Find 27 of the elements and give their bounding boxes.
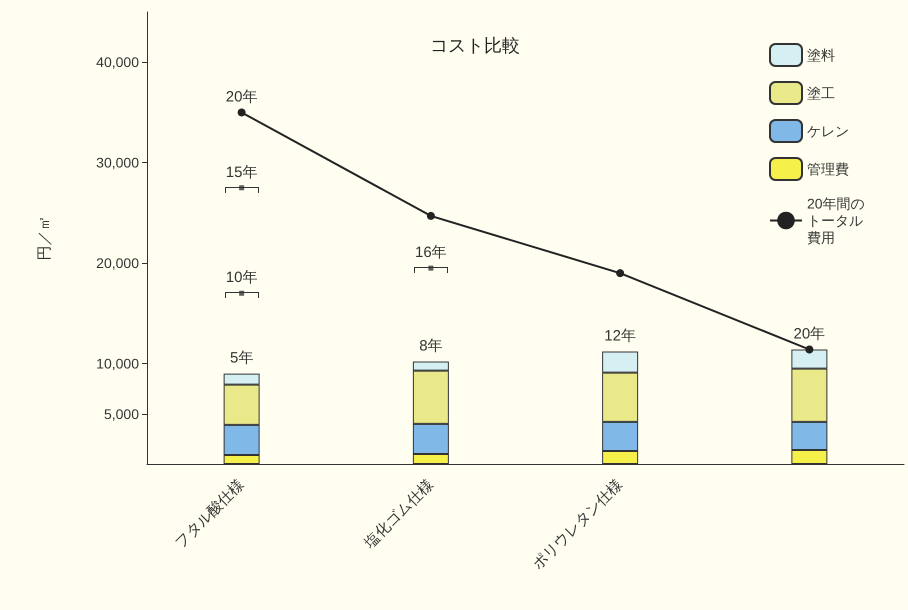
annotation: 20年 xyxy=(226,88,258,106)
x-tick-label: ポリウレタン仕様 xyxy=(529,476,626,573)
legend-label: 20年間のトータル費用 xyxy=(807,196,865,246)
text: コスト比較 xyxy=(430,36,520,56)
point xyxy=(805,345,814,354)
y-tick-label: 40,000 xyxy=(96,54,140,70)
point xyxy=(426,212,435,220)
legend-label: ケレン xyxy=(807,123,849,139)
legend-label: 塗工 xyxy=(807,85,835,101)
y-tick-label: 5,000 xyxy=(104,406,140,422)
y-axis-title: 円／㎡ xyxy=(36,216,53,260)
y-tick-label: 10,000 xyxy=(96,356,140,372)
legend-label: 管理費 xyxy=(807,161,849,177)
x-tick-label: フタル酸仕様 xyxy=(172,476,248,552)
annotation: 15年 xyxy=(226,164,258,181)
annotation: 20年 xyxy=(794,325,826,342)
point xyxy=(238,108,246,116)
annotation: 12年 xyxy=(604,328,636,344)
annotation: 5年 xyxy=(230,350,254,367)
y-tick-label: 20,000 xyxy=(96,255,140,272)
annotation: 8年 xyxy=(419,338,443,355)
y-tick-label: 30,000 xyxy=(96,154,140,171)
legend-label: 塗料 xyxy=(807,47,835,63)
annotation: 16年 xyxy=(415,244,447,262)
point xyxy=(616,269,624,278)
x-tick-label: 塩化ゴム仕様 xyxy=(360,476,437,552)
annotation: 10年 xyxy=(226,269,258,286)
